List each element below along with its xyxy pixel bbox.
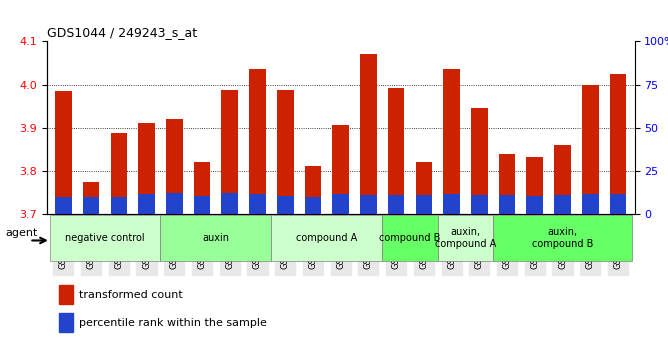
Text: auxin,
compound B: auxin, compound B: [532, 227, 593, 249]
FancyBboxPatch shape: [493, 215, 632, 261]
Bar: [582, 86, 599, 214]
Bar: [83, 181, 100, 214]
Bar: [360, 55, 377, 214]
Bar: [582, 194, 599, 214]
Bar: [444, 194, 460, 214]
Bar: [471, 195, 488, 214]
Text: negative control: negative control: [65, 233, 145, 243]
Bar: [388, 195, 404, 214]
Bar: [610, 194, 627, 214]
Bar: [194, 196, 210, 214]
Text: compound A: compound A: [296, 233, 357, 243]
Text: GDS1044 / 249243_s_at: GDS1044 / 249243_s_at: [47, 26, 197, 39]
Bar: [138, 124, 155, 214]
Bar: [249, 69, 266, 214]
Bar: [554, 145, 571, 214]
Bar: [55, 197, 71, 214]
Bar: [277, 196, 293, 214]
Bar: [222, 193, 238, 214]
Bar: [194, 162, 210, 214]
Bar: [360, 195, 377, 214]
Bar: [388, 88, 404, 214]
FancyBboxPatch shape: [382, 215, 438, 261]
Bar: [415, 195, 432, 214]
Bar: [166, 193, 182, 214]
Bar: [305, 167, 321, 214]
Bar: [305, 197, 321, 214]
FancyBboxPatch shape: [271, 215, 382, 261]
Text: percentile rank within the sample: percentile rank within the sample: [79, 318, 267, 327]
Text: agent: agent: [5, 228, 37, 238]
Bar: [415, 162, 432, 214]
FancyBboxPatch shape: [438, 215, 493, 261]
Bar: [554, 195, 571, 214]
Bar: [83, 197, 100, 214]
Text: compound B: compound B: [379, 233, 441, 243]
Bar: [471, 108, 488, 214]
Text: auxin: auxin: [202, 233, 229, 243]
Bar: [333, 195, 349, 214]
Bar: [59, 285, 73, 304]
Text: auxin,
compound A: auxin, compound A: [435, 227, 496, 249]
Bar: [110, 197, 127, 214]
FancyBboxPatch shape: [49, 215, 160, 261]
Bar: [333, 126, 349, 214]
Bar: [499, 195, 516, 214]
Bar: [249, 194, 266, 214]
Bar: [526, 196, 543, 214]
Bar: [526, 157, 543, 214]
Bar: [499, 155, 516, 214]
Bar: [277, 90, 293, 214]
Bar: [222, 90, 238, 214]
Text: transformed count: transformed count: [79, 290, 183, 299]
Bar: [55, 91, 71, 214]
FancyBboxPatch shape: [160, 215, 271, 261]
Bar: [166, 119, 182, 214]
Bar: [110, 133, 127, 214]
Bar: [59, 313, 73, 332]
Bar: [444, 69, 460, 214]
Bar: [610, 74, 627, 214]
Bar: [138, 195, 155, 214]
